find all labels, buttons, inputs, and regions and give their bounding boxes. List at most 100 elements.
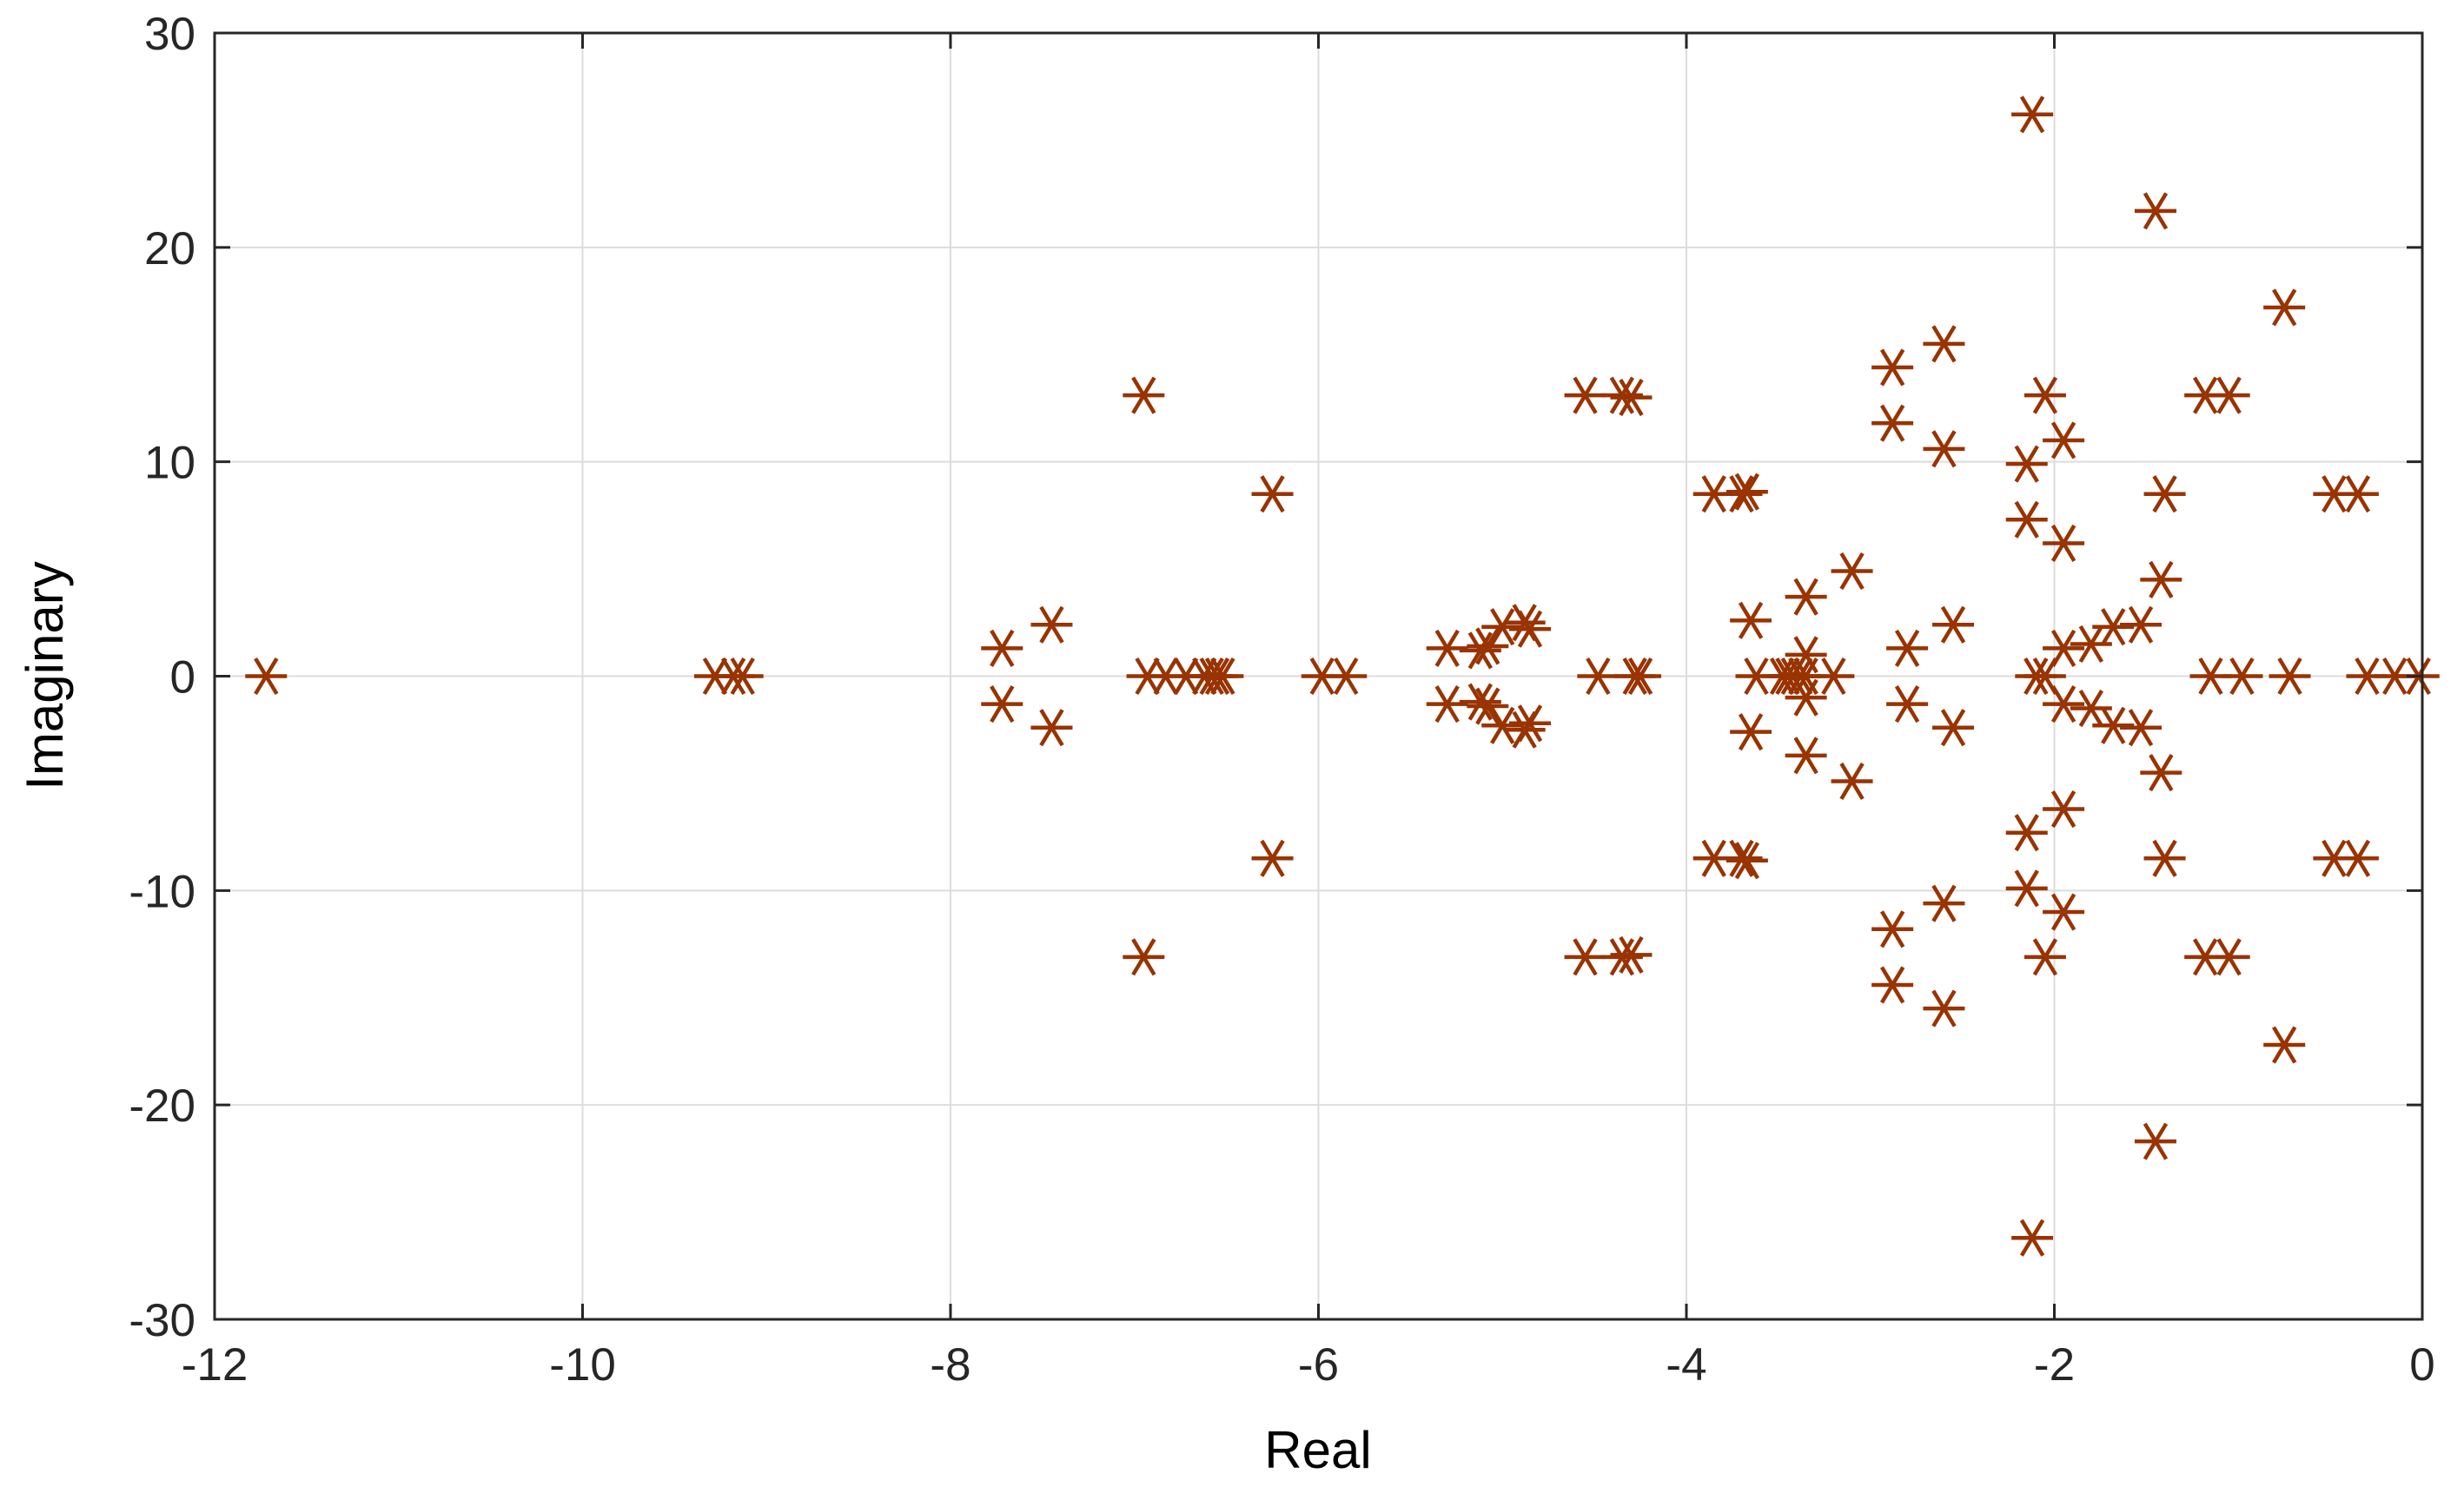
data-point-marker [2336, 839, 2379, 877]
y-tick-label: 10 [144, 438, 195, 489]
data-point-marker [2134, 192, 2176, 230]
data-point-marker [1202, 657, 1244, 696]
data-point-marker [1481, 706, 1524, 744]
x-tick-label: -8 [930, 1339, 970, 1391]
y-axis-label: Imaginary [16, 561, 74, 790]
data-point-marker [2092, 608, 2135, 646]
x-tick-label: -6 [1298, 1339, 1339, 1391]
data-point-marker [1467, 687, 1509, 725]
data-point-marker [1123, 938, 1165, 976]
data-markers [245, 96, 2440, 1257]
data-point-marker [1923, 325, 1965, 363]
data-point-marker [1577, 657, 1619, 696]
data-point-marker [2043, 893, 2085, 931]
data-point-marker [2263, 1026, 2306, 1064]
data-point-marker [2263, 288, 2306, 327]
data-point-marker [2269, 657, 2311, 696]
x-tick-label: 0 [2409, 1339, 2434, 1391]
data-point-marker [2140, 560, 2182, 598]
data-point-marker [1785, 678, 1827, 717]
data-point-marker [1123, 376, 1165, 414]
y-tick-label: 30 [144, 9, 195, 60]
data-point-marker [2143, 839, 2186, 877]
data-point-marker [1923, 989, 1965, 1028]
data-point-marker [2043, 524, 2085, 563]
data-point-marker [2011, 96, 2054, 134]
data-point-marker [1932, 709, 1975, 747]
y-tick-label: 20 [144, 223, 195, 274]
data-point-marker [1481, 608, 1524, 646]
data-point-marker [2208, 376, 2250, 414]
data-point-marker [1509, 610, 1552, 648]
data-point-marker [1725, 472, 1768, 511]
data-point-marker [2024, 376, 2066, 414]
data-point-marker [1720, 839, 1763, 877]
data-point-marker [1871, 910, 1914, 948]
data-point-marker [1325, 657, 1368, 696]
data-point-marker [721, 657, 764, 696]
y-tick-label: -10 [129, 866, 195, 917]
data-point-marker [1871, 404, 1914, 442]
data-point-marker [1923, 430, 1965, 468]
data-point-marker [1459, 683, 1501, 721]
data-point-marker [1610, 935, 1653, 974]
data-point-marker [2143, 475, 2186, 513]
data-point-marker [1251, 475, 1294, 513]
data-point-marker [1730, 601, 1772, 639]
data-point-marker [1509, 704, 1552, 743]
data-point-marker [2043, 629, 2085, 667]
x-tick-label: -4 [1666, 1339, 1706, 1391]
data-point-marker [1030, 709, 1073, 747]
data-point-marker [981, 685, 1023, 724]
x-tick-label: -10 [549, 1339, 616, 1391]
x-axis-label: Real [1264, 1421, 1371, 1479]
data-point-marker [1725, 842, 1768, 880]
data-point-marker [2336, 475, 2379, 513]
data-point-marker [2005, 500, 2048, 539]
data-point-marker [1251, 839, 1294, 877]
data-point-marker [1720, 475, 1763, 513]
data-point-marker [1564, 376, 1606, 414]
data-point-marker [1886, 685, 1929, 724]
y-tick-label: 0 [170, 652, 195, 704]
data-point-marker [1426, 629, 1468, 667]
data-point-marker [2043, 685, 2085, 724]
data-point-marker [1871, 348, 1914, 387]
data-point-marker [1619, 657, 1662, 696]
data-point-marker [1785, 737, 1827, 775]
data-point-marker [2134, 1122, 2176, 1160]
data-point-marker [1459, 631, 1501, 670]
data-point-marker [1426, 685, 1468, 724]
data-point-marker [1564, 938, 1606, 976]
data-point-marker [2120, 709, 2163, 747]
data-point-marker [2208, 938, 2250, 976]
data-point-marker [2024, 938, 2066, 976]
data-point-marker [2092, 706, 2135, 744]
data-point-marker [1610, 379, 1653, 417]
data-point-marker [1785, 578, 1827, 616]
data-point-marker [2120, 605, 2163, 644]
data-point-marker [1923, 884, 1965, 922]
y-tick-label: -30 [129, 1295, 195, 1346]
data-point-marker [2005, 814, 2048, 852]
data-point-marker [1871, 966, 1914, 1004]
data-point-marker [1030, 605, 1073, 644]
data-point-marker [2011, 1219, 2054, 1257]
data-point-marker [2043, 790, 2085, 829]
data-point-marker [2043, 421, 2085, 459]
data-point-marker [1600, 938, 1643, 976]
x-tick-label: -12 [182, 1339, 248, 1391]
data-point-marker [1932, 605, 1975, 644]
data-point-marker [2005, 869, 2048, 908]
data-point-marker [1600, 376, 1643, 414]
data-point-marker [981, 629, 1023, 667]
x-tick-label: -2 [2034, 1339, 2075, 1391]
data-point-marker [1467, 627, 1509, 665]
data-point-marker [1831, 552, 1873, 591]
data-point-marker [2221, 657, 2263, 696]
data-point-marker [1730, 713, 1772, 751]
data-point-marker [2140, 754, 2182, 792]
